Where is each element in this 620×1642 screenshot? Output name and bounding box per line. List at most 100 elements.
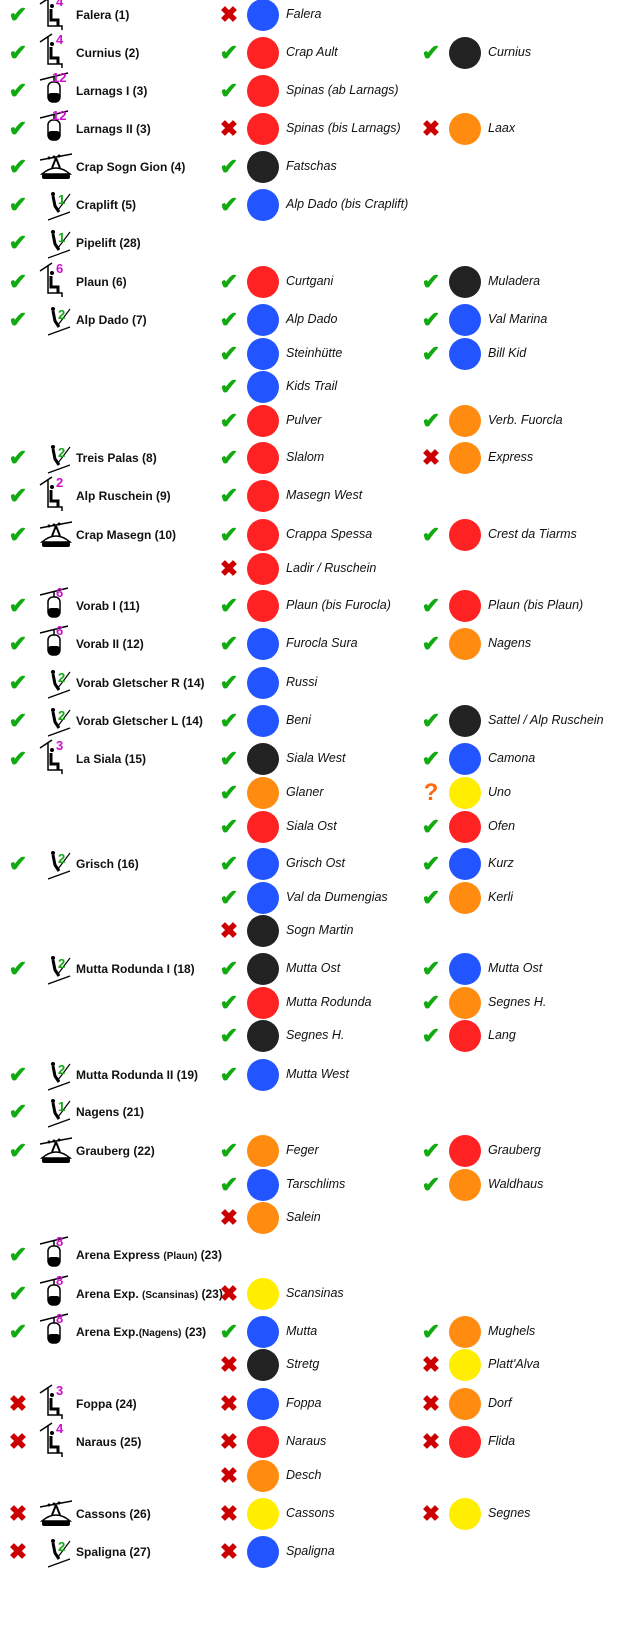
slope-name[interactable]: Pulver xyxy=(286,413,322,427)
lift-name[interactable]: Mutta Rodunda II (19) xyxy=(76,1068,198,1082)
slope-name[interactable]: Camona xyxy=(488,751,536,765)
lift-name[interactable]: Vorab I (11) xyxy=(76,599,140,613)
slope-name[interactable]: Flida xyxy=(488,1434,516,1448)
slope-name[interactable]: Falera xyxy=(286,7,322,21)
lift-name[interactable]: Crap Masegn (10) xyxy=(76,528,176,542)
slope-name[interactable]: Glaner xyxy=(286,785,324,799)
slope-name[interactable]: Uno xyxy=(488,785,511,799)
slope-name[interactable]: Kerli xyxy=(488,890,514,904)
slope-color-dot-blue xyxy=(247,848,279,880)
lift-name[interactable]: Cassons (26) xyxy=(76,1507,151,1521)
lift-name[interactable]: Foppa (24) xyxy=(76,1397,137,1411)
lift-name[interactable]: Larnags II (3) xyxy=(76,122,151,136)
slope-name[interactable]: Foppa xyxy=(286,1396,322,1410)
slope-name[interactable]: Crest da Tiarms xyxy=(488,527,577,541)
slope-name[interactable]: Tarschlims xyxy=(286,1177,346,1191)
lift-name[interactable]: Vorab II (12) xyxy=(76,637,144,651)
lift-capacity: 8 xyxy=(56,1273,64,1288)
slope-name[interactable]: Mutta xyxy=(286,1324,318,1338)
slope-name[interactable]: Segnes H. xyxy=(286,1028,345,1042)
slope-name[interactable]: Dorf xyxy=(488,1396,512,1410)
slope-name[interactable]: Mutta West xyxy=(286,1067,349,1081)
lift-name[interactable]: Naraus (25) xyxy=(76,1435,141,1449)
slope-name[interactable]: Beni xyxy=(286,713,312,727)
lift-name[interactable]: Vorab Gletscher L (14) xyxy=(76,714,203,728)
lift-name[interactable]: Curnius (2) xyxy=(76,46,139,60)
lift-name[interactable]: La Siala (15) xyxy=(76,752,146,766)
slope-name[interactable]: Mughels xyxy=(488,1324,536,1338)
slope-name[interactable]: Plaun (bis Plaun) xyxy=(488,598,584,612)
slope-name[interactable]: Ladir / Ruschein xyxy=(286,561,377,575)
closed-status-icon: ✖ xyxy=(219,1391,239,1416)
slope-name[interactable]: Stretg xyxy=(286,1357,320,1371)
lift-name[interactable]: Plaun (6) xyxy=(76,275,127,289)
slope-name[interactable]: Naraus xyxy=(286,1434,327,1448)
lift-name[interactable]: Arena Exp.(Nagens) (23) xyxy=(76,1325,206,1339)
slope-name[interactable]: Mutta Rodunda xyxy=(286,995,372,1009)
slope-name[interactable]: Grisch Ost xyxy=(286,856,346,870)
slope-name[interactable]: Kids Trail xyxy=(286,379,338,393)
lift-name[interactable]: Alp Ruschein (9) xyxy=(76,489,171,503)
slope-name[interactable]: Alp Dado xyxy=(286,312,338,326)
slope-name[interactable]: Crappa Spessa xyxy=(286,527,373,541)
slope-name[interactable]: Ofen xyxy=(488,819,516,833)
slope-name[interactable]: Desch xyxy=(286,1468,322,1482)
lift-name[interactable]: Larnags I (3) xyxy=(76,84,147,98)
lift-name[interactable]: Mutta Rodunda I (18) xyxy=(76,962,195,976)
slope-name[interactable]: Nagens xyxy=(488,636,532,650)
slope-name[interactable]: Steinhütte xyxy=(286,346,343,360)
slope-name[interactable]: Lang xyxy=(488,1028,516,1042)
slope-name[interactable]: Slalom xyxy=(286,450,325,464)
slope-name[interactable]: Curnius xyxy=(488,45,532,59)
slope-name[interactable]: Furocla Sura xyxy=(286,636,358,650)
slope-name[interactable]: Spinas (ab Larnags) xyxy=(286,83,399,97)
slope-name[interactable]: Muladera xyxy=(488,274,541,288)
slope-name[interactable]: Val Marina xyxy=(488,312,548,326)
slope-name[interactable]: Sattel / Alp Ruschein xyxy=(488,713,604,727)
slope-name[interactable]: Fatschas xyxy=(286,159,337,173)
slope-name[interactable]: Mutta Ost xyxy=(488,961,543,975)
lift-name[interactable]: Falera (1) xyxy=(76,8,129,22)
slope-name[interactable]: Segnes xyxy=(488,1506,531,1520)
slope-name[interactable]: Masegn West xyxy=(286,488,363,502)
slope-name[interactable]: Feger xyxy=(286,1143,319,1157)
slope-name[interactable]: Spinas (bis Larnags) xyxy=(286,121,401,135)
slope-name[interactable]: Mutta Ost xyxy=(286,961,341,975)
slope-name[interactable]: Alp Dado (bis Craplift) xyxy=(286,197,409,211)
lift-name[interactable]: Vorab Gletscher R (14) xyxy=(76,676,204,690)
lift-name[interactable]: Grisch (16) xyxy=(76,857,139,871)
slope-name[interactable]: Kurz xyxy=(488,856,514,870)
lift-name[interactable]: Nagens (21) xyxy=(76,1105,144,1119)
slope-name[interactable]: Segnes H. xyxy=(488,995,547,1009)
slope-name[interactable]: Val da Dumengias xyxy=(286,890,388,904)
lift-name[interactable]: Treis Palas (8) xyxy=(76,451,157,465)
slope-name[interactable]: Russi xyxy=(286,675,318,689)
slope-name[interactable]: Sogn Martin xyxy=(286,923,354,937)
lift-name[interactable]: Grauberg (22) xyxy=(76,1144,155,1158)
slope-name[interactable]: Spaligna xyxy=(286,1544,335,1558)
slope-name[interactable]: Salein xyxy=(286,1210,321,1224)
slope-name[interactable]: Bill Kid xyxy=(488,346,527,360)
lift-name[interactable]: Crap Sogn Gion (4) xyxy=(76,160,185,174)
slope-name[interactable]: Laax xyxy=(488,121,516,135)
slope-name[interactable]: Siala Ost xyxy=(286,819,337,833)
lift-name[interactable]: Arena Express (Plaun) (23) xyxy=(76,1248,222,1262)
slope-name[interactable]: Grauberg xyxy=(488,1143,541,1157)
slope-name[interactable]: Verb. Fuorcla xyxy=(488,413,563,427)
lift-name[interactable]: Alp Dado (7) xyxy=(76,313,147,327)
slope-name[interactable]: Cassons xyxy=(286,1506,335,1520)
slope-name[interactable]: Curtgani xyxy=(286,274,334,288)
table-row: ✔ 6 Vorab I (11) ✔ Plaun (bis Furocla) ✔ Plaun… xyxy=(0,585,620,623)
lift-name[interactable]: Arena Exp. (Scansinas) (23) xyxy=(76,1287,223,1301)
lift-name[interactable]: Spaligna (27) xyxy=(76,1545,151,1559)
slope-name[interactable]: Scansinas xyxy=(286,1286,344,1300)
slope-name[interactable]: Siala West xyxy=(286,751,346,765)
slope-name[interactable]: Platt'Alva xyxy=(488,1357,540,1371)
slope-name[interactable]: Crap Ault xyxy=(286,45,338,59)
slope-name[interactable]: Plaun (bis Furocla) xyxy=(286,598,391,612)
lift-name-text: Larnags I (3) xyxy=(76,84,148,98)
slope-name[interactable]: Waldhaus xyxy=(488,1177,544,1191)
slope-name[interactable]: Express xyxy=(488,450,534,464)
lift-name[interactable]: Craplift (5) xyxy=(76,198,136,212)
lift-name[interactable]: Pipelift (28) xyxy=(76,236,141,250)
